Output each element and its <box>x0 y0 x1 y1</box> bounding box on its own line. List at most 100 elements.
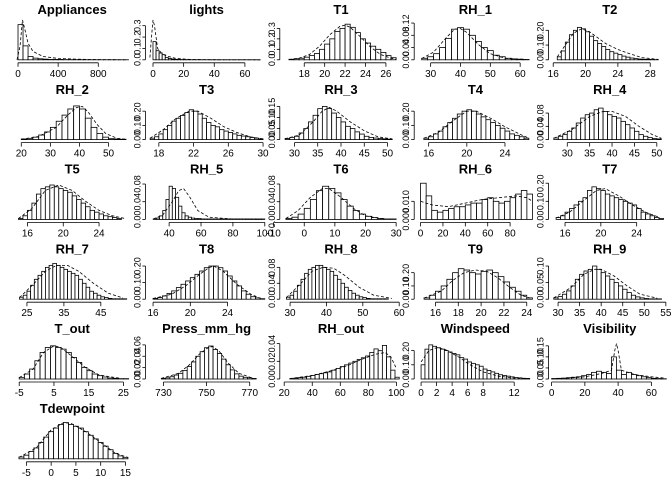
x-tick-label: 30 <box>562 149 574 160</box>
histogram-bar <box>352 360 358 380</box>
x-tick-label: 0 <box>418 228 424 239</box>
histogram-bar <box>107 298 113 300</box>
histogram-bar <box>333 274 338 300</box>
histogram-bar <box>629 127 635 141</box>
histogram-bar <box>645 377 652 380</box>
histogram-bar <box>631 374 637 380</box>
histogram-bar <box>518 136 525 140</box>
x-tick-label: 50 <box>103 149 115 160</box>
histogram-bar <box>626 371 632 380</box>
histogram-bar <box>556 56 562 61</box>
x-tick-label: 730 <box>155 388 172 399</box>
y-tick-label: 0.1 <box>132 42 142 55</box>
histogram-bar <box>597 43 603 61</box>
histogram-bar <box>102 136 109 141</box>
histogram-bar <box>618 199 624 220</box>
histogram-bar <box>213 265 219 300</box>
histogram-bar <box>80 202 87 220</box>
histogram-bar <box>89 290 94 300</box>
y-tick-label: 0.000 <box>401 208 411 231</box>
panel-title: RH_1 <box>459 2 492 17</box>
x-tick-label: 18 <box>453 308 465 319</box>
y-tick-label: 0.10 <box>132 117 142 135</box>
histogram-bar <box>436 347 441 380</box>
histogram-bar <box>318 373 324 380</box>
density-curve <box>21 106 127 140</box>
histogram-bar <box>448 208 455 220</box>
histogram-bar <box>303 207 311 220</box>
histogram-bar <box>48 264 54 300</box>
histogram-bar <box>122 456 129 460</box>
histogram-bar <box>85 206 91 220</box>
histogram-bar <box>609 51 615 61</box>
histogram-bar <box>377 350 383 380</box>
y-tick-label: 0.0 <box>132 54 142 67</box>
histogram-bar <box>229 369 236 380</box>
histogram-bar <box>59 266 65 300</box>
histogram-bar <box>600 190 606 220</box>
y-tick-label: 0.00 <box>536 211 546 229</box>
histogram-bar <box>298 57 305 61</box>
x-tick-label: 45 <box>617 308 629 319</box>
histogram-bar <box>236 134 242 140</box>
histogram-bar <box>344 286 349 300</box>
histogram-bar <box>600 272 606 300</box>
histogram-bar <box>164 57 169 61</box>
panel-title: Press_mm_hg <box>162 321 251 336</box>
histogram-bar <box>231 280 238 300</box>
x-tick-label: 30 <box>391 228 403 239</box>
x-tick-label: -5 <box>22 468 31 479</box>
histogram-bar <box>474 273 482 300</box>
y-tick-label: 0.02 <box>132 359 142 377</box>
x-tick-label: 40 <box>606 149 618 160</box>
histogram-bar <box>452 272 459 300</box>
histogram-bar <box>191 361 197 380</box>
histogram-bar <box>650 377 657 380</box>
histogram-bar <box>344 23 351 61</box>
histogram-bar <box>480 270 488 300</box>
panel-rh-1: RH_1 30 40 50 60 0.000.040.080.12 <box>401 2 530 80</box>
histogram-bar <box>117 455 124 460</box>
histogram-bar <box>158 133 164 141</box>
histogram-bar <box>466 109 472 141</box>
x-tick-label: 50 <box>357 308 369 319</box>
y-tick-label: 0.00 <box>267 131 277 149</box>
histogram-bar <box>73 425 79 460</box>
histogram-bar <box>596 268 602 300</box>
histogram-bar <box>178 205 183 220</box>
panel-t4: T4 16 20 24 0.000.100.20 <box>401 82 530 160</box>
histogram-bar <box>208 345 214 380</box>
histogram-bar <box>204 347 210 380</box>
histogram-bar <box>149 137 155 141</box>
histogram-bar <box>298 132 305 140</box>
histogram-bar <box>62 190 69 220</box>
histogram-bar <box>344 364 350 380</box>
x-tick-label: -10 <box>266 228 281 239</box>
histogram-bar <box>52 262 57 300</box>
x-tick-label: 35 <box>58 308 70 319</box>
histogram-bar <box>85 286 91 300</box>
histogram-bar <box>22 294 28 300</box>
histogram-bar <box>331 112 337 140</box>
histogram-bar <box>467 361 472 380</box>
panel-t1: T1 18 20 22 24 26 0.00.10.20.3 <box>267 2 397 80</box>
histogram-bar <box>641 58 647 61</box>
histogram-bar <box>622 200 629 220</box>
y-tick-label: 0.20 <box>536 22 546 40</box>
histogram-bar <box>96 133 104 141</box>
histogram-bar <box>631 204 638 220</box>
y-tick-label: 0.20 <box>536 174 546 192</box>
x-tick-label: 800 <box>90 69 107 80</box>
histogram-bar <box>639 297 645 300</box>
histogram-bar <box>589 35 595 61</box>
y-tick-label: 0.10 <box>401 117 411 135</box>
histogram-bar <box>329 270 335 300</box>
histogram-bar <box>152 41 157 61</box>
histogram-bar <box>433 53 440 61</box>
y-tick-label: 0.10 <box>401 277 411 295</box>
histogram-bar <box>607 114 613 140</box>
y-tick-label: 0.05 <box>536 359 546 377</box>
histogram-bar <box>203 267 210 300</box>
histogram-bar <box>171 120 177 141</box>
x-tick-label: 750 <box>198 388 215 399</box>
